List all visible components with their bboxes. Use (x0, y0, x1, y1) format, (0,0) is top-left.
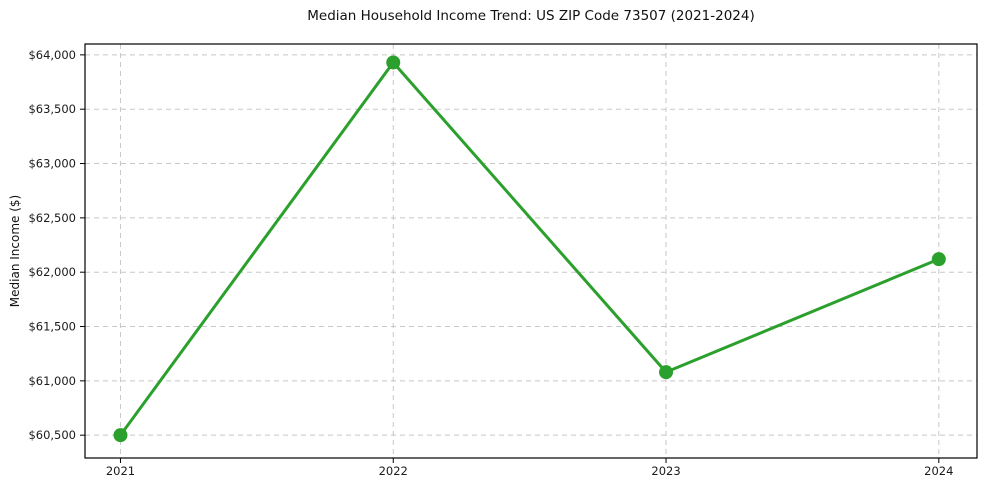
x-tick-label: 2021 (106, 464, 135, 478)
x-tick-label: 2023 (651, 464, 680, 478)
y-tick-label: $60,500 (28, 428, 76, 442)
y-tick-label: $61,000 (28, 374, 76, 388)
y-tick-label: $63,000 (28, 157, 76, 171)
y-tick-label: $63,500 (28, 102, 76, 116)
y-tick-label: $64,000 (28, 48, 76, 62)
plot-border (84, 43, 978, 459)
data-point (386, 55, 401, 70)
y-tick-label: $61,500 (28, 320, 76, 334)
x-tick-label: 2022 (379, 464, 408, 478)
chart-title: Median Household Income Trend: US ZIP Co… (307, 8, 755, 24)
data-point (659, 365, 674, 380)
y-tick-label: $62,500 (28, 211, 76, 225)
data-point (931, 252, 946, 267)
x-tick-label: 2024 (924, 464, 953, 478)
trend-line (118, 60, 941, 437)
y-tick-label: $62,000 (28, 265, 76, 279)
data-point (113, 428, 128, 443)
